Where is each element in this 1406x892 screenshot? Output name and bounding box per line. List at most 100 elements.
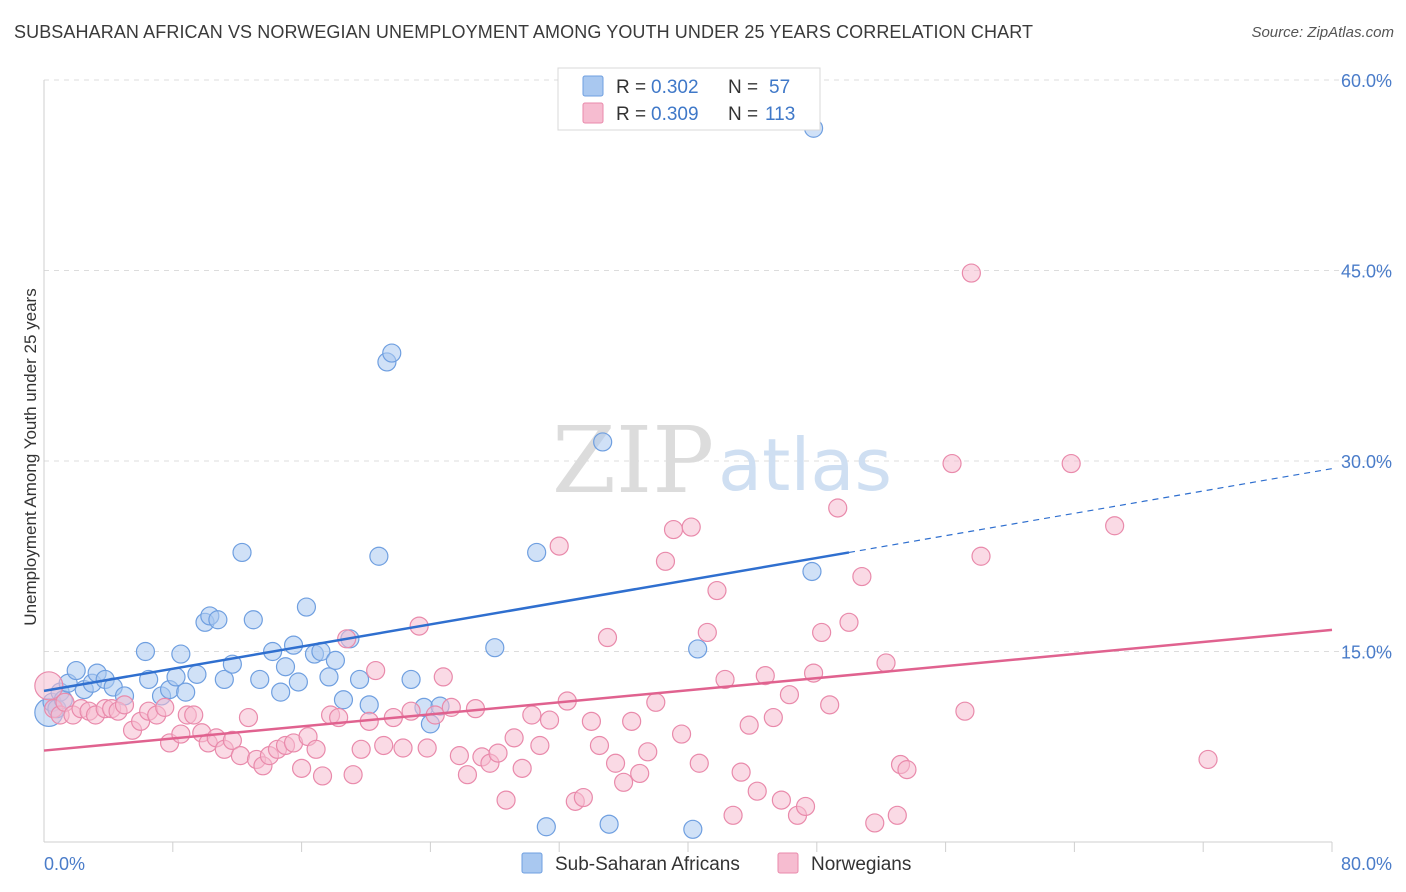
- point-pink-20: [184, 705, 204, 725]
- stats-legend: R = 0.302 N = 57 R = 0.309 N = 113: [557, 67, 821, 131]
- point-pink-114: [1198, 749, 1218, 770]
- stats-n-value-pink: 113: [765, 104, 795, 125]
- point-pink-0: [34, 671, 64, 701]
- point-pink-81: [671, 724, 692, 744]
- point-blue-26: [232, 542, 252, 563]
- point-blue-28: [250, 669, 270, 690]
- point-blue-57: [802, 561, 822, 582]
- point-pink-71: [589, 735, 610, 756]
- point-pink-59: [488, 743, 508, 763]
- point-pink-70: [581, 711, 602, 731]
- point-blue-20: [187, 664, 207, 684]
- point-pink-64: [530, 735, 550, 756]
- point-blue-30: [271, 682, 291, 702]
- point-blue-37: [319, 667, 339, 687]
- point-pink-86: [715, 669, 735, 690]
- point-pink-109: [955, 701, 975, 721]
- y-tick-label-0: 15.0%: [1341, 643, 1392, 663]
- point-pink-87: [723, 805, 743, 825]
- point-blue-51: [527, 542, 547, 563]
- point-pink-52: [433, 667, 453, 687]
- point-pink-104: [876, 653, 896, 673]
- stats-r-label-pink: R =: [616, 104, 646, 125]
- y-axis-label: Unemployment Among Youth under 25 years: [21, 288, 40, 625]
- stats-n-value-blue: 57: [769, 77, 790, 98]
- x-tick-label-min: 0.0%: [44, 854, 85, 874]
- y-tick-label-2: 45.0%: [1341, 262, 1392, 282]
- point-blue-6: [66, 660, 86, 681]
- point-blue-53: [593, 432, 613, 452]
- scatter-points: [34, 118, 1218, 839]
- point-pink-61: [504, 728, 524, 748]
- point-pink-98: [812, 622, 832, 643]
- point-pink-88: [731, 762, 751, 782]
- watermark: ZIP atlas: [552, 407, 892, 514]
- watermark-atlas: atlas: [718, 423, 892, 507]
- point-pink-55: [457, 765, 478, 785]
- point-pink-92: [763, 707, 783, 728]
- point-pink-113: [1105, 516, 1125, 536]
- trend-line-blue-extension: [848, 468, 1333, 554]
- stats-legend-swatch-pink: [582, 102, 604, 124]
- point-pink-47: [393, 738, 413, 758]
- point-pink-63: [522, 705, 542, 725]
- point-pink-84: [697, 622, 717, 643]
- point-pink-82: [681, 517, 701, 537]
- point-pink-77: [638, 742, 658, 762]
- point-pink-105: [887, 805, 907, 825]
- series-legend-label-pink: Norwegians: [811, 854, 911, 875]
- point-blue-39: [333, 690, 354, 710]
- point-blue-23: [208, 610, 228, 630]
- series-legend-label-blue: Sub-Saharan Africans: [555, 854, 740, 875]
- point-blue-32: [283, 635, 304, 655]
- point-blue-55: [683, 819, 703, 839]
- point-blue-18: [171, 644, 191, 664]
- y-tick-labels: 15.0% 30.0% 45.0% 60.0%: [1341, 71, 1392, 663]
- point-blue-14: [139, 669, 159, 690]
- x-tick-label-max: 80.0%: [1341, 854, 1392, 874]
- point-pink-93: [771, 790, 791, 810]
- point-pink-76: [630, 763, 650, 784]
- point-pink-79: [655, 551, 676, 571]
- y-tick-label-1: 30.0%: [1341, 452, 1392, 472]
- point-blue-33: [288, 672, 308, 692]
- point-pink-16: [155, 697, 175, 717]
- point-pink-73: [605, 753, 626, 773]
- point-blue-56: [688, 639, 708, 659]
- point-pink-100: [828, 498, 848, 518]
- point-pink-75: [622, 711, 642, 731]
- series-legend: Sub-Saharan Africans Norwegians: [521, 852, 911, 875]
- point-blue-31: [275, 657, 296, 677]
- point-pink-44: [366, 660, 386, 681]
- series-legend-swatch-blue: [521, 852, 543, 874]
- point-pink-69: [573, 787, 593, 808]
- y-tick-label-3: 60.0%: [1341, 71, 1392, 91]
- point-pink-66: [549, 536, 569, 556]
- point-pink-42: [351, 739, 371, 759]
- point-pink-41: [343, 765, 363, 785]
- point-pink-27: [238, 707, 259, 728]
- trend-line-blue: [43, 551, 850, 693]
- point-blue-42: [359, 695, 379, 715]
- point-pink-45: [374, 735, 394, 756]
- stats-n-label-pink: N =: [728, 104, 758, 125]
- point-pink-36: [306, 739, 326, 759]
- point-pink-18: [171, 724, 191, 744]
- point-pink-90: [747, 781, 767, 801]
- stats-r-value-blue: 0.302: [651, 77, 699, 98]
- point-blue-54: [599, 814, 619, 834]
- axes: Unemployment Among Youth under 25 years …: [21, 80, 1392, 874]
- point-pink-112: [1061, 453, 1081, 474]
- point-pink-89: [739, 715, 759, 735]
- point-pink-26: [230, 746, 251, 766]
- point-pink-108: [942, 453, 962, 474]
- watermark-zip: ZIP: [552, 407, 714, 514]
- point-pink-11: [114, 695, 135, 715]
- point-blue-46: [401, 669, 421, 690]
- point-pink-60: [496, 790, 516, 810]
- point-pink-102: [852, 566, 872, 587]
- point-blue-34: [296, 597, 317, 617]
- stats-r-value-pink: 0.309: [651, 104, 699, 125]
- point-pink-25: [222, 730, 242, 751]
